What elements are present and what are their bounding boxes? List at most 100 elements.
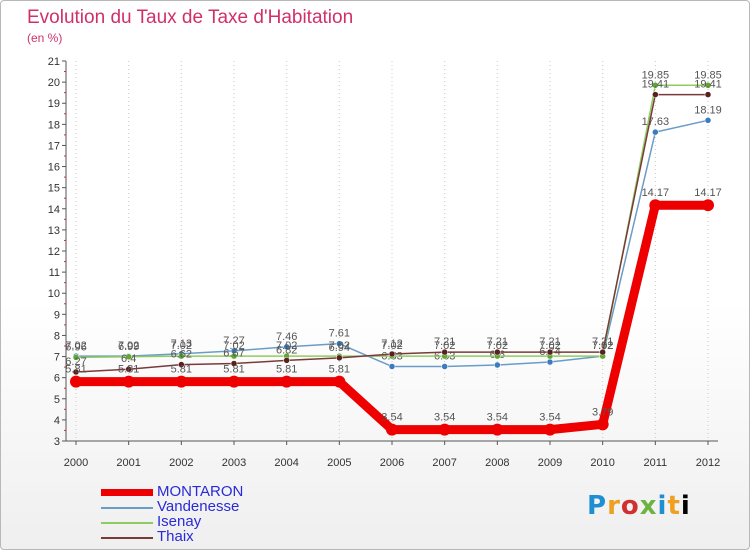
data-label-vandenesse: 7.46 [276, 331, 297, 343]
point-montaron [280, 375, 293, 388]
y-tick-label: 8 [54, 330, 60, 342]
point-isenay [125, 353, 132, 361]
x-tick-label: 2006 [380, 457, 404, 469]
data-label-thaix: 7.12 [381, 338, 402, 350]
data-label-thaix: 7.21 [539, 336, 560, 348]
y-tick-label: 17 [48, 140, 60, 152]
data-label-thaix: 19.41 [694, 79, 722, 91]
data-label-isenay: 7.02 [539, 340, 560, 352]
data-label-montaron: 5.81 [276, 364, 297, 376]
data-label-thaix: 6.94 [329, 342, 350, 354]
legend-swatch-vandenesse [101, 507, 153, 509]
x-tick-label: 2011 [644, 457, 668, 469]
data-label-thaix: 7.21 [592, 336, 613, 348]
legend-swatch-isenay [101, 522, 153, 524]
data-label-vandenesse: 18.19 [694, 104, 722, 116]
data-label-isenay: 7.02 [592, 340, 613, 352]
point-vandenesse [441, 363, 448, 370]
point-montaron [649, 199, 662, 212]
y-tick-label: 9 [54, 309, 60, 321]
point-isenay [178, 352, 185, 360]
point-vandenesse [494, 361, 501, 369]
data-label-montaron: 3.79 [592, 406, 613, 418]
point-montaron [438, 423, 451, 436]
y-tick-label: 7 [54, 352, 60, 364]
point-thaix [178, 361, 185, 368]
point-thaix [72, 368, 80, 376]
point-isenay [652, 82, 659, 89]
data-label-montaron: 5.81 [171, 364, 192, 376]
logo-letter: r [607, 491, 621, 521]
x-tick-label: 2003 [222, 457, 246, 469]
y-tick-label: 16 [48, 162, 60, 174]
data-label-thaix: 6.62 [171, 349, 192, 361]
y-tick-label: 12 [48, 246, 60, 258]
data-label-thaix: 6.82 [276, 344, 297, 356]
data-label-montaron: 5.81 [329, 364, 350, 376]
logo-letter: x [639, 491, 658, 521]
y-tick-label: 21 [48, 56, 60, 68]
point-montaron [544, 423, 556, 436]
point-montaron [175, 375, 188, 388]
y-tick-label: 3 [54, 436, 60, 448]
point-vandenesse [704, 117, 712, 124]
x-tick-label: 2005 [327, 457, 351, 469]
y-tick-label: 13 [48, 225, 60, 237]
data-label-isenay: 19.85 [694, 69, 722, 81]
point-thaix [441, 348, 448, 356]
point-montaron [702, 199, 714, 212]
data-label-montaron: 3.54 [434, 412, 455, 424]
data-label-vandenesse: 7.13 [171, 338, 192, 350]
data-label-montaron: 5.81 [118, 364, 139, 376]
point-vandenesse [652, 128, 659, 136]
data-label-isenay: 7.02 [434, 340, 455, 352]
point-thaix [652, 91, 659, 98]
point-vandenesse [336, 340, 343, 347]
data-label-montaron: 3.54 [539, 412, 560, 424]
chart-unit-label: (en %) [27, 31, 63, 45]
y-tick-label: 18 [48, 119, 60, 131]
legend-label-isenay: Isenay [157, 513, 202, 530]
data-label-vandenesse: 7.02 [118, 340, 139, 352]
data-label-isenay: 7.02 [276, 340, 297, 352]
y-tick-label: 11 [49, 267, 60, 279]
logo-letter: t [667, 491, 681, 521]
point-thaix [546, 348, 554, 356]
x-tick-label: 2009 [538, 457, 562, 469]
data-label-isenay: 7.02 [329, 340, 350, 352]
data-label-isenay: 19.85 [642, 69, 670, 81]
point-montaron [70, 375, 82, 388]
logo-letter: o [620, 491, 640, 521]
logo-letter: i [657, 491, 668, 521]
y-tick-label: 5 [54, 394, 60, 406]
data-label-montaron: 3.54 [487, 412, 508, 424]
point-montaron [228, 375, 240, 388]
point-vandenesse [546, 358, 554, 366]
data-label-thaix: 6.67 [223, 348, 244, 360]
data-label-montaron: 3.54 [381, 412, 402, 424]
x-tick-label: 2000 [64, 457, 88, 469]
point-vandenesse [388, 363, 396, 370]
point-montaron [491, 423, 504, 436]
data-label-thaix: 7.21 [434, 336, 455, 348]
data-label-vandenesse: 7.02 [592, 340, 613, 352]
y-tick-label: 10 [48, 288, 60, 300]
point-thaix [125, 365, 132, 373]
y-tick-label: 19 [48, 98, 60, 110]
x-tick-label: 2012 [696, 457, 720, 469]
data-label-thaix: 6.27 [65, 356, 86, 368]
x-tick-label: 2008 [485, 457, 509, 469]
data-label-montaron: 5.81 [65, 364, 86, 376]
proxiti-logo: Proxiti [587, 491, 691, 521]
point-montaron [386, 423, 398, 436]
point-thaix [704, 91, 712, 98]
point-isenay [704, 82, 712, 89]
data-label-isenay: 7.02 [171, 340, 192, 352]
point-thaix [494, 348, 501, 356]
data-label-thaix: 19.41 [642, 79, 670, 91]
data-label-isenay: 7.02 [487, 340, 508, 352]
data-label-montaron: 5.81 [223, 364, 244, 376]
y-tick-label: 4 [54, 415, 60, 427]
